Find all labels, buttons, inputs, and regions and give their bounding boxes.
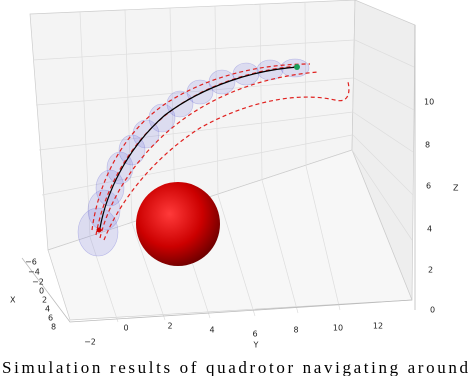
z-tick-label: 10	[424, 98, 434, 107]
x-tick-label: −6	[25, 258, 37, 267]
x-tick-label: 4	[45, 305, 50, 314]
goal-point	[294, 64, 300, 70]
y-tick-label: 12	[373, 322, 383, 331]
obstacle-sphere	[136, 182, 220, 266]
x-tick-label: 2	[42, 296, 47, 305]
sample-path	[95, 65, 301, 236]
y-axis: −2 0 2 4 6 8 10 12 Y	[84, 322, 383, 350]
y-tick-label: 4	[209, 326, 214, 335]
sample-path	[91, 63, 311, 231]
y-tick-label: 10	[333, 324, 343, 333]
z-tick-label: 2	[428, 266, 433, 275]
grid	[32, 1, 415, 323]
y-tick-label: 2	[167, 322, 172, 331]
y-tick-label: 0	[123, 324, 128, 333]
x-axis-label: X	[10, 296, 16, 305]
axis-edges	[21, 257, 413, 323]
start-point	[96, 227, 102, 233]
z-tick-label: 6	[426, 182, 431, 191]
caption: Simulation results of quadrotor navigati…	[2, 358, 468, 376]
sample-path	[99, 71, 319, 239]
x-tick-label: −4	[28, 268, 40, 277]
x-axis: −6 −4 −2 0 2 4 6 8 X	[10, 258, 56, 332]
y-tick-label: −2	[84, 338, 96, 347]
z-tick-label: 0	[430, 306, 435, 315]
plot-area	[21, 0, 416, 323]
x-tick-label: −2	[32, 278, 44, 287]
z-tick-label: 8	[425, 141, 430, 150]
y-tick-label: 8	[293, 326, 298, 335]
x-tick-label: 6	[48, 314, 53, 323]
y-tick-label: 6	[252, 330, 257, 339]
y-axis-label: Y	[253, 341, 259, 350]
x-tick-label: 0	[39, 287, 44, 296]
sample-path	[103, 81, 350, 241]
z-axis: 0 2 4 6 8 10 Z	[424, 98, 459, 315]
nominal-trajectory	[99, 66, 299, 229]
x-tick-label: 8	[51, 323, 56, 332]
z-tick-label: 4	[427, 225, 432, 234]
z-axis-label: Z	[453, 184, 459, 193]
